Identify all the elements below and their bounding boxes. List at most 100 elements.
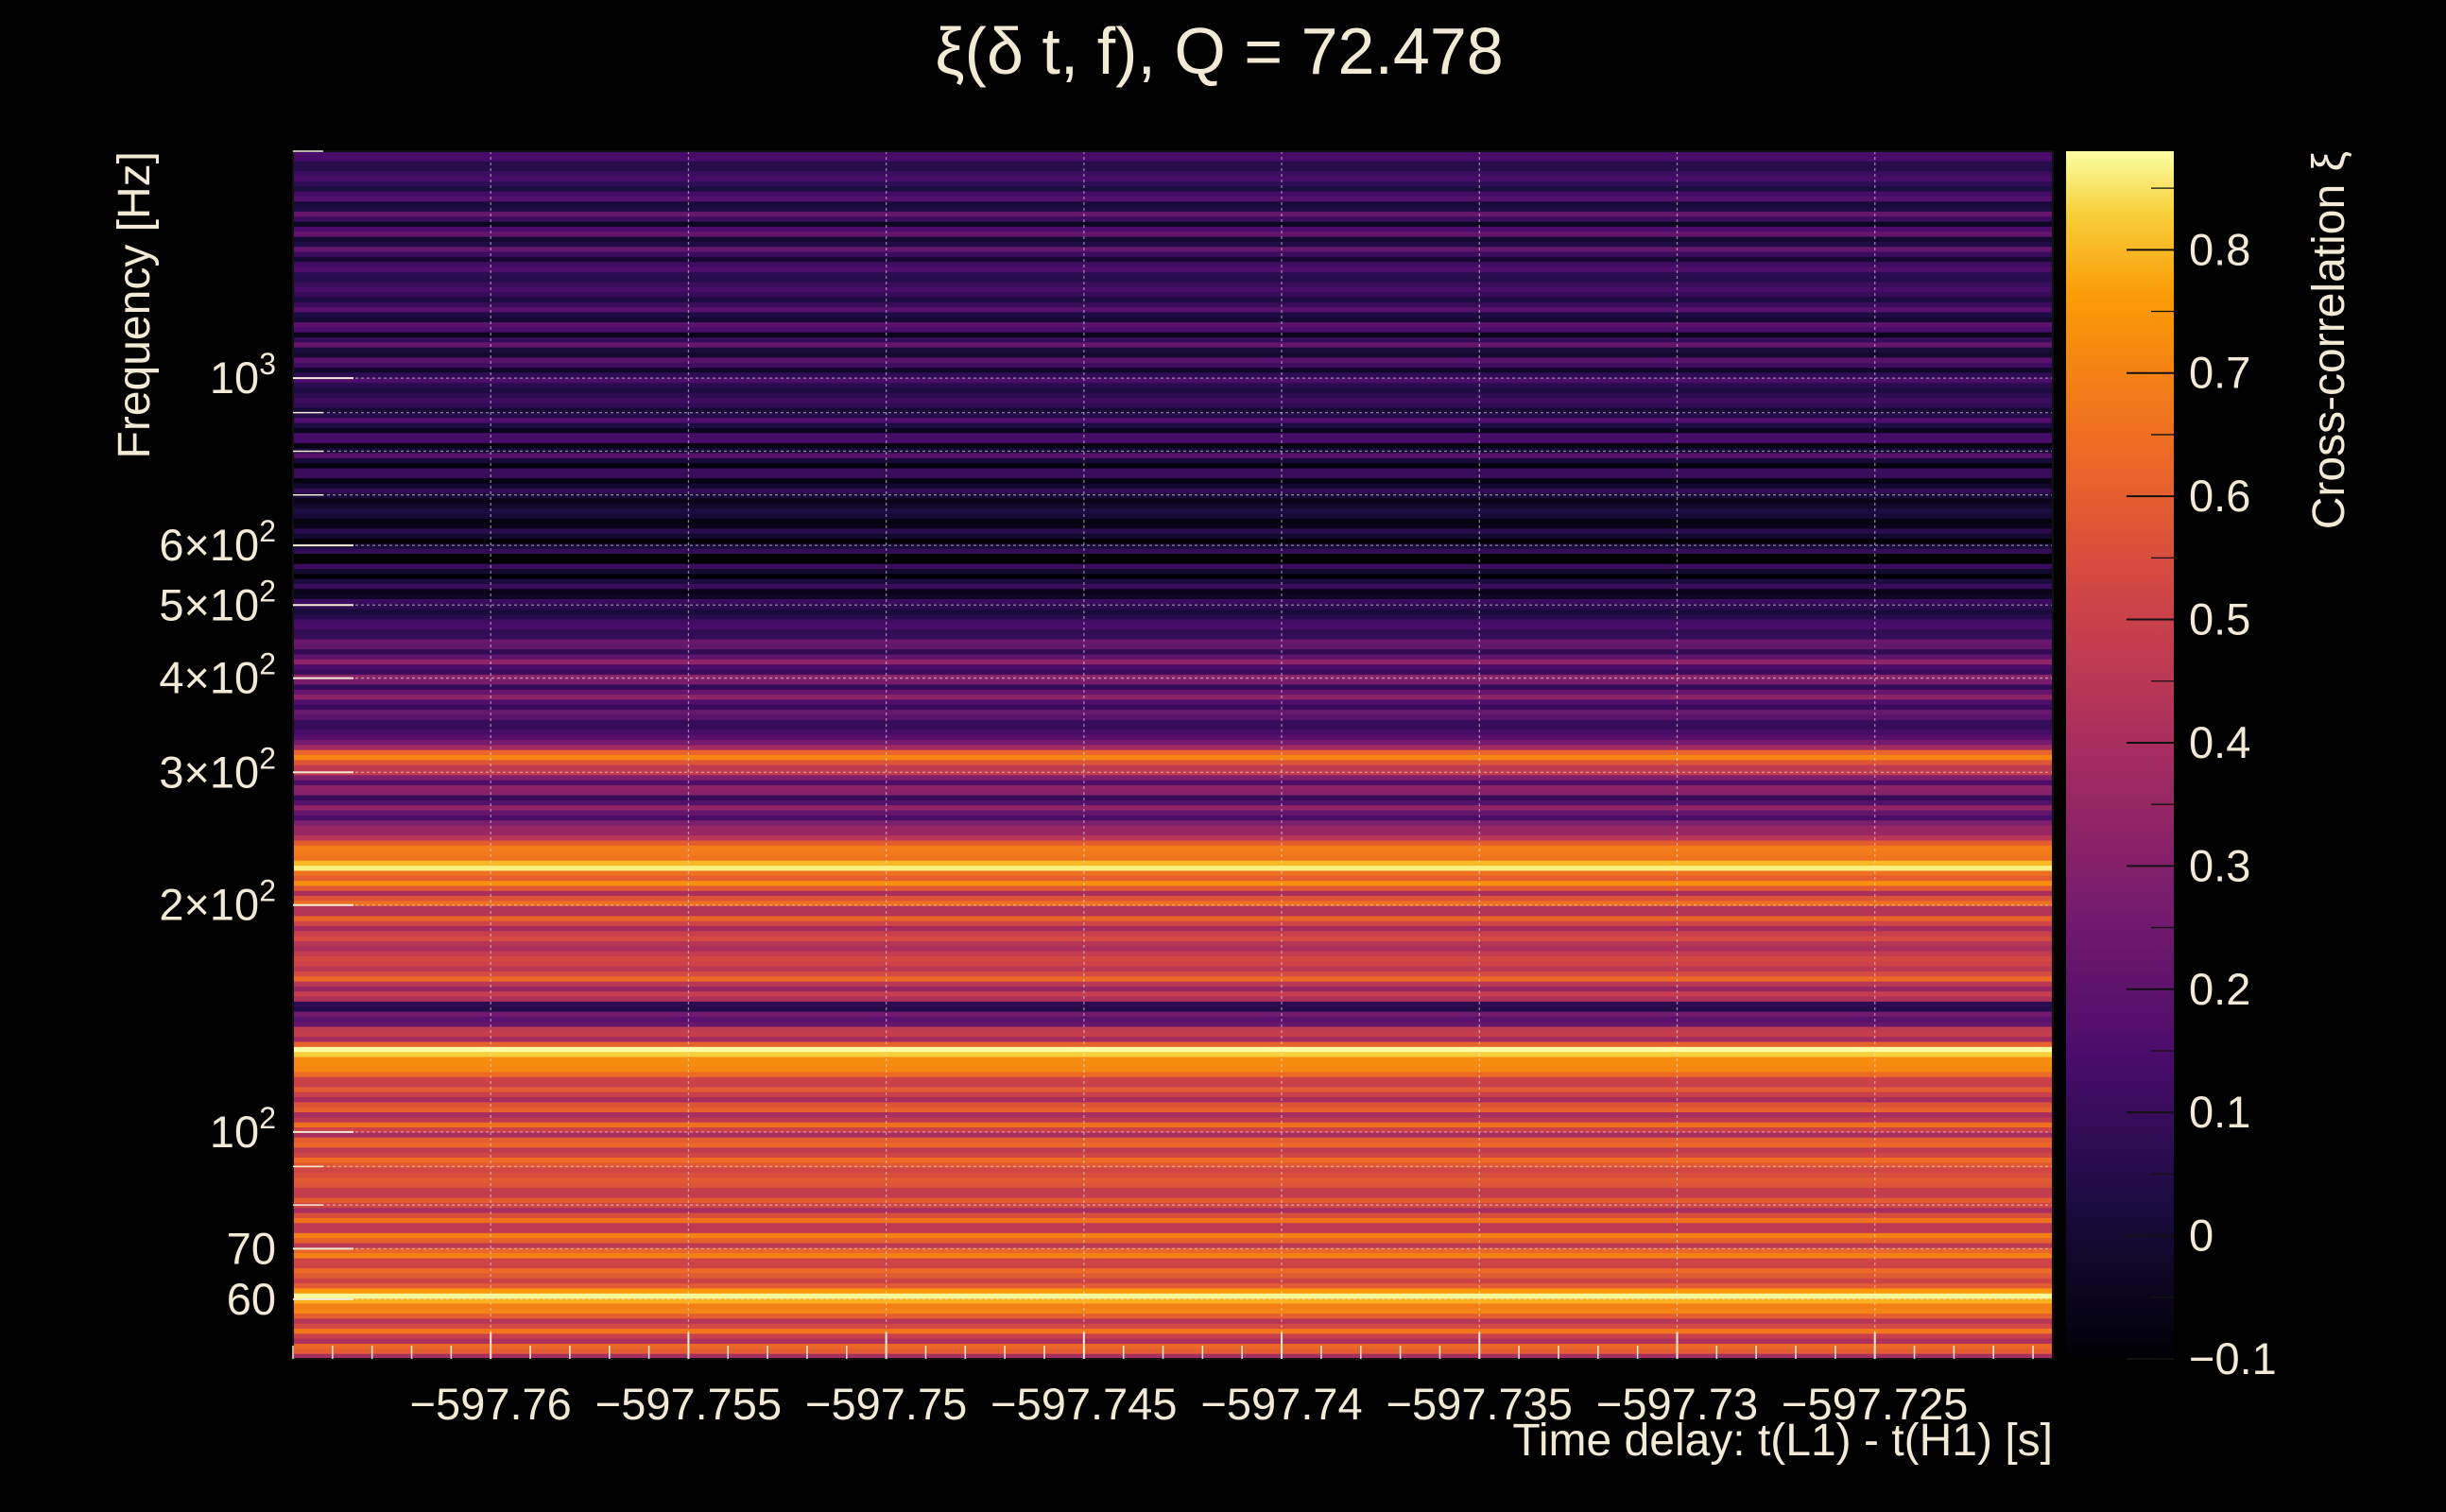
- heatmap-band: [293, 885, 2053, 892]
- y-tick-label: 3×102: [159, 741, 276, 797]
- heatmap-band: [293, 1263, 2053, 1269]
- heatmap-band: [293, 256, 2053, 263]
- heatmap-band: [293, 1182, 2053, 1189]
- heatmap-band: [293, 1112, 2053, 1118]
- heatmap-band: [293, 1273, 2053, 1280]
- heatmap-band: [293, 624, 2053, 630]
- heatmap-band: [293, 165, 2053, 172]
- x-axis-label: Time delay: t(L1) - t(H1) [s]: [1512, 1416, 2053, 1466]
- heatmap-band: [293, 463, 2053, 470]
- heatmap-band: [293, 780, 2053, 786]
- heatmap-band: [293, 835, 2053, 842]
- heatmap-band: [293, 357, 2053, 364]
- x-tick-label: −597.74: [1200, 1379, 1362, 1429]
- heatmap-band: [293, 654, 2053, 661]
- heatmap-band: [293, 704, 2053, 711]
- heatmap-band: [293, 583, 2053, 590]
- heatmap-band: [293, 1052, 2053, 1058]
- heatmap-band: [293, 1057, 2053, 1063]
- heatmap-band: [293, 317, 2053, 323]
- heatmap-band: [293, 1187, 2053, 1194]
- heatmap-band: [293, 1202, 2053, 1209]
- heatmap-band: [293, 271, 2053, 278]
- heatmap-band: [293, 1097, 2053, 1104]
- heatmap-band: [293, 226, 2053, 232]
- heatmap-band: [293, 1147, 2053, 1154]
- heatmap-band: [293, 644, 2053, 650]
- x-tick-label: −597.75: [805, 1379, 967, 1429]
- heatmap-band: [293, 679, 2053, 686]
- heatmap-band: [293, 719, 2053, 726]
- heatmap-band: [293, 634, 2053, 641]
- heatmap-band: [293, 1288, 2053, 1295]
- heatmap-band: [293, 367, 2053, 373]
- heatmap-band: [293, 1006, 2053, 1013]
- colorbar-tick-label: 0.5: [2189, 594, 2250, 644]
- heatmap-band: [293, 266, 2053, 273]
- heatmap-band: [293, 468, 2053, 474]
- heatmap-band: [293, 820, 2053, 827]
- heatmap-band: [293, 412, 2053, 419]
- heatmap-band: [293, 1107, 2053, 1113]
- heatmap-band: [293, 1353, 2053, 1360]
- heatmap-band: [293, 1067, 2053, 1074]
- heatmap-band: [293, 297, 2053, 303]
- heatmap-band: [293, 730, 2053, 736]
- heatmap-band: [293, 1172, 2053, 1178]
- heatmap-band: [293, 628, 2053, 635]
- heatmap-band: [293, 986, 2053, 992]
- heatmap-band: [293, 347, 2053, 353]
- heatmap-band: [293, 775, 2053, 782]
- heatmap-band: [293, 699, 2053, 706]
- heatmap-band: [293, 1238, 2053, 1245]
- heatmap-band: [293, 890, 2053, 897]
- heatmap-band: [293, 1122, 2053, 1128]
- heatmap-band: [293, 216, 2053, 223]
- heatmap-band: [293, 689, 2053, 696]
- heatmap-band: [293, 825, 2053, 832]
- heatmap-band: [293, 1197, 2053, 1204]
- colorbar-tick-label: 0.2: [2189, 964, 2250, 1014]
- heatmap-band: [293, 996, 2053, 1003]
- heatmap-band: [293, 911, 2053, 917]
- heatmap-band: [293, 1303, 2053, 1310]
- x-tick-label: −597.725: [1782, 1379, 1968, 1429]
- heatmap-band: [293, 659, 2053, 665]
- heatmap-band: [293, 1087, 2053, 1093]
- heatmap-band: [293, 956, 2053, 962]
- heatmap-band: [293, 156, 2053, 163]
- heatmap-band: [293, 392, 2053, 399]
- y-tick-label: 103: [210, 347, 276, 403]
- heatmap-band: [293, 418, 2053, 424]
- heatmap-band: [293, 855, 2053, 862]
- x-tick-label: −597.735: [1387, 1379, 1573, 1429]
- heatmap-band: [293, 961, 2053, 968]
- heatmap-band: [293, 1212, 2053, 1219]
- heatmap-band: [293, 563, 2053, 570]
- heatmap-band: [293, 1344, 2053, 1349]
- heatmap-band: [293, 976, 2053, 983]
- heatmap-band: [293, 377, 2053, 384]
- colorbar-tick-label: 0: [2189, 1211, 2213, 1261]
- heatmap-band: [293, 442, 2053, 449]
- heatmap-band: [293, 1253, 2053, 1260]
- heatmap-band: [293, 866, 2053, 872]
- heatmap-band: [293, 589, 2053, 595]
- heatmap-band: [293, 322, 2053, 328]
- heatmap-band: [293, 604, 2053, 610]
- heatmap-band: [293, 262, 2053, 268]
- heatmap-band: [293, 503, 2053, 509]
- heatmap-band: [293, 810, 2053, 816]
- heatmap-band: [293, 286, 2053, 293]
- heatmap-band: [293, 795, 2053, 801]
- heatmap-band: [293, 936, 2053, 942]
- heatmap-band: [293, 981, 2053, 988]
- heatmap-band: [293, 307, 2053, 313]
- heatmap-band: [293, 669, 2053, 676]
- heatmap-band: [293, 472, 2053, 479]
- heatmap-band: [293, 352, 2053, 358]
- heatmap-band: [293, 905, 2053, 912]
- heatmap-band: [293, 1298, 2053, 1305]
- heatmap-band: [293, 769, 2053, 776]
- heatmap-band: [293, 518, 2053, 524]
